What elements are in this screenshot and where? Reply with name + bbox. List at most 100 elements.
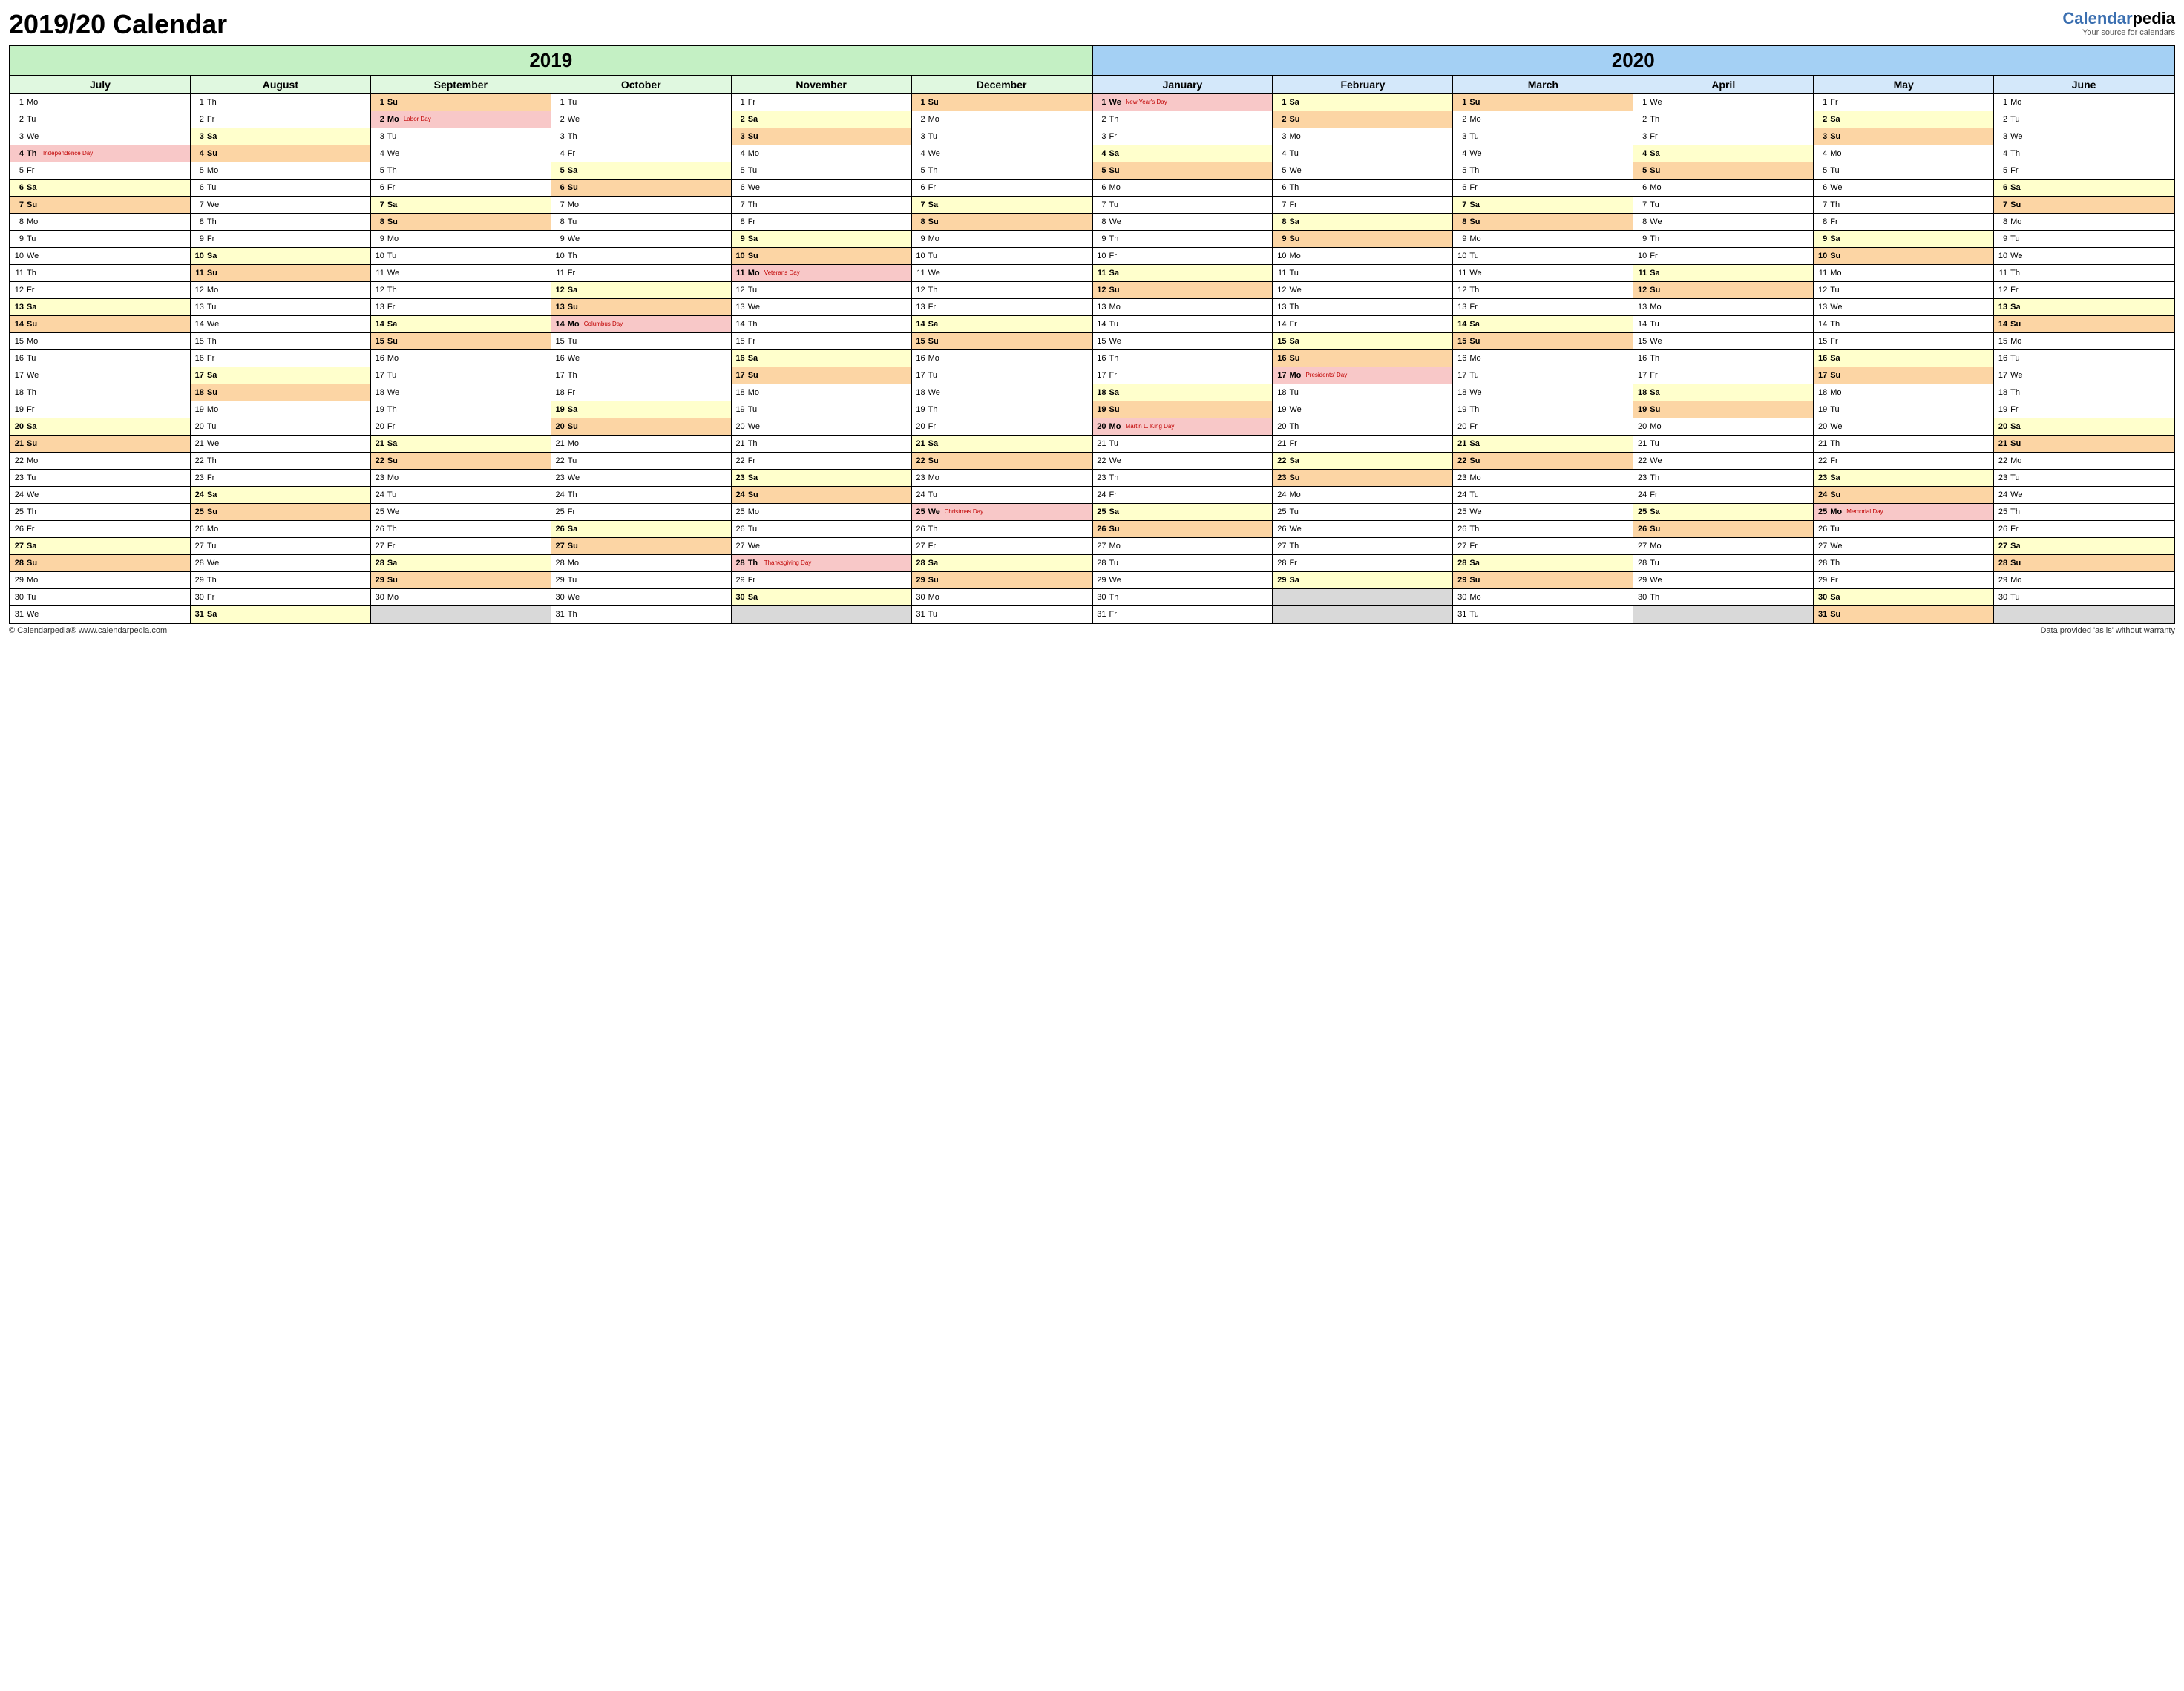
day-cell: 8Su <box>912 214 1093 230</box>
day-number: 26 <box>1817 525 1830 533</box>
day-number: 16 <box>194 354 207 363</box>
day-cell: 28Sa <box>912 555 1093 571</box>
day-number: 18 <box>735 388 748 397</box>
holiday-label: Presidents' Day <box>1305 372 1449 378</box>
day-number: 8 <box>194 217 207 226</box>
day-cell: 15Su <box>1453 333 1633 349</box>
day-number: 31 <box>915 610 928 619</box>
day-cell: 12Tu <box>732 282 912 298</box>
day-cell: 18Th <box>10 384 191 401</box>
day-cell: 9Th <box>1093 231 1273 247</box>
day-dow: Su <box>1289 354 1305 363</box>
day-dow: Fr <box>748 456 764 465</box>
day-row: 3We3Sa3Tu3Th3Su3Tu3Fr3Mo3Tu3Fr3Su3We <box>10 128 2174 145</box>
day-dow: Tu <box>207 303 223 312</box>
day-cell: 22We <box>1093 453 1273 469</box>
day-cell: 31Tu <box>1453 606 1633 623</box>
day-cell: 20Tu <box>191 418 371 435</box>
day-cell: 26Tu <box>732 521 912 537</box>
day-cell: 10Fr <box>1093 248 1273 264</box>
day-dow: Th <box>748 320 764 329</box>
day-dow: Sa <box>387 439 404 448</box>
day-dow: Mo <box>207 405 223 414</box>
day-cell: 23Mo <box>912 470 1093 486</box>
day-number: 1 <box>554 98 568 107</box>
day-cell: 3Sa <box>191 128 371 145</box>
day-cell: 27We <box>732 538 912 554</box>
day-cell: 19Th <box>1453 401 1633 418</box>
day-cell: 1WeNew Year's Day <box>1093 94 1273 111</box>
day-dow: Su <box>1469 337 1486 346</box>
day-dow: We <box>1830 542 1846 551</box>
day-number: 14 <box>1817 320 1830 329</box>
day-number: 27 <box>1456 542 1469 551</box>
day-cell: 21Tu <box>1093 436 1273 452</box>
day-cell: 7Sa <box>912 197 1093 213</box>
day-number: 22 <box>1997 456 2010 465</box>
day-number: 24 <box>1817 490 1830 499</box>
day-cell: 5Mo <box>191 162 371 179</box>
day-cell: 1We <box>1633 94 1814 111</box>
day-number: 13 <box>1997 303 2010 312</box>
day-cell: 5Tu <box>1814 162 1994 179</box>
day-dow: Th <box>387 166 404 175</box>
day-cell: 9Tu <box>1994 231 2174 247</box>
day-number: 3 <box>13 132 27 141</box>
day-dow: Sa <box>1650 388 1666 397</box>
day-dow: Tu <box>207 422 223 431</box>
day-cell: 17We <box>1994 367 2174 384</box>
day-number: 17 <box>194 371 207 380</box>
header: 2019/20 Calendar Calendarpedia Your sour… <box>9 9 2175 40</box>
day-number: 11 <box>1456 269 1469 278</box>
day-number: 7 <box>1636 200 1650 209</box>
day-dow: Su <box>1650 286 1666 295</box>
day-cell: 13Su <box>551 299 732 315</box>
day-number: 3 <box>1636 132 1650 141</box>
day-dow: Fr <box>1650 371 1666 380</box>
day-number: 17 <box>1096 371 1109 380</box>
day-dow: We <box>568 473 584 482</box>
day-dow: Fr <box>1650 132 1666 141</box>
day-number: 8 <box>1636 217 1650 226</box>
day-number: 29 <box>1636 576 1650 585</box>
day-number: 11 <box>374 269 387 278</box>
day-number: 16 <box>1636 354 1650 363</box>
day-cell: 24Fr <box>1093 487 1273 503</box>
day-number: 8 <box>735 217 748 226</box>
day-dow: Sa <box>1109 149 1126 158</box>
day-cell: 21Tu <box>1633 436 1814 452</box>
day-number: 2 <box>1276 115 1289 124</box>
day-cell: 1Fr <box>732 94 912 111</box>
day-cell: 14Sa <box>371 316 551 332</box>
day-number: 16 <box>1276 354 1289 363</box>
day-dow: We <box>1469 508 1486 516</box>
day-cell: 5Su <box>1093 162 1273 179</box>
day-dow: Mo <box>207 286 223 295</box>
day-cell: 28Su <box>10 555 191 571</box>
day-cell: 19Sa <box>551 401 732 418</box>
day-dow: Th <box>2010 269 2027 278</box>
footer-left: © Calendarpedia® www.calendarpedia.com <box>9 626 167 635</box>
day-number: 1 <box>1817 98 1830 107</box>
day-dow: Tu <box>207 542 223 551</box>
day-number: 6 <box>554 183 568 192</box>
day-number: 22 <box>915 456 928 465</box>
day-dow: Sa <box>207 252 223 260</box>
day-cell: 14Tu <box>1093 316 1273 332</box>
day-number: 12 <box>1636 286 1650 295</box>
day-cell: 27Mo <box>1093 538 1273 554</box>
day-dow: Mo <box>1830 388 1846 397</box>
day-dow: Tu <box>1469 490 1486 499</box>
day-number: 26 <box>1636 525 1650 533</box>
holiday-label: Christmas Day <box>945 509 1089 515</box>
day-cell: 23Tu <box>10 470 191 486</box>
day-number: 20 <box>1636 422 1650 431</box>
day-cell: 15Mo <box>1994 333 2174 349</box>
day-cell: 6Th <box>1273 180 1453 196</box>
day-dow: Su <box>1289 115 1305 124</box>
day-dow: Tu <box>568 456 584 465</box>
day-cell: 18Mo <box>732 384 912 401</box>
day-dow: Fr <box>207 593 223 602</box>
day-cell: 20Fr <box>1453 418 1633 435</box>
day-dow: Fr <box>748 217 764 226</box>
